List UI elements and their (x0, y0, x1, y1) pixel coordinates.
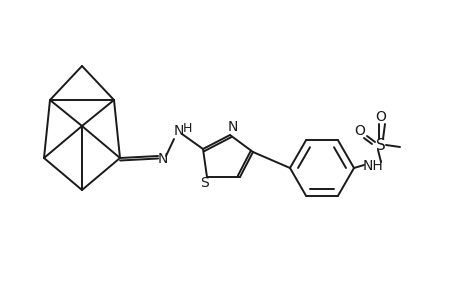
Text: O: O (375, 110, 386, 124)
Text: O: O (354, 124, 364, 138)
Text: N: N (227, 120, 238, 134)
Text: N: N (174, 124, 184, 138)
Text: H: H (182, 122, 191, 134)
Text: NH: NH (362, 159, 382, 173)
Text: N: N (157, 152, 168, 166)
Text: S: S (200, 176, 209, 190)
Text: S: S (375, 137, 385, 152)
